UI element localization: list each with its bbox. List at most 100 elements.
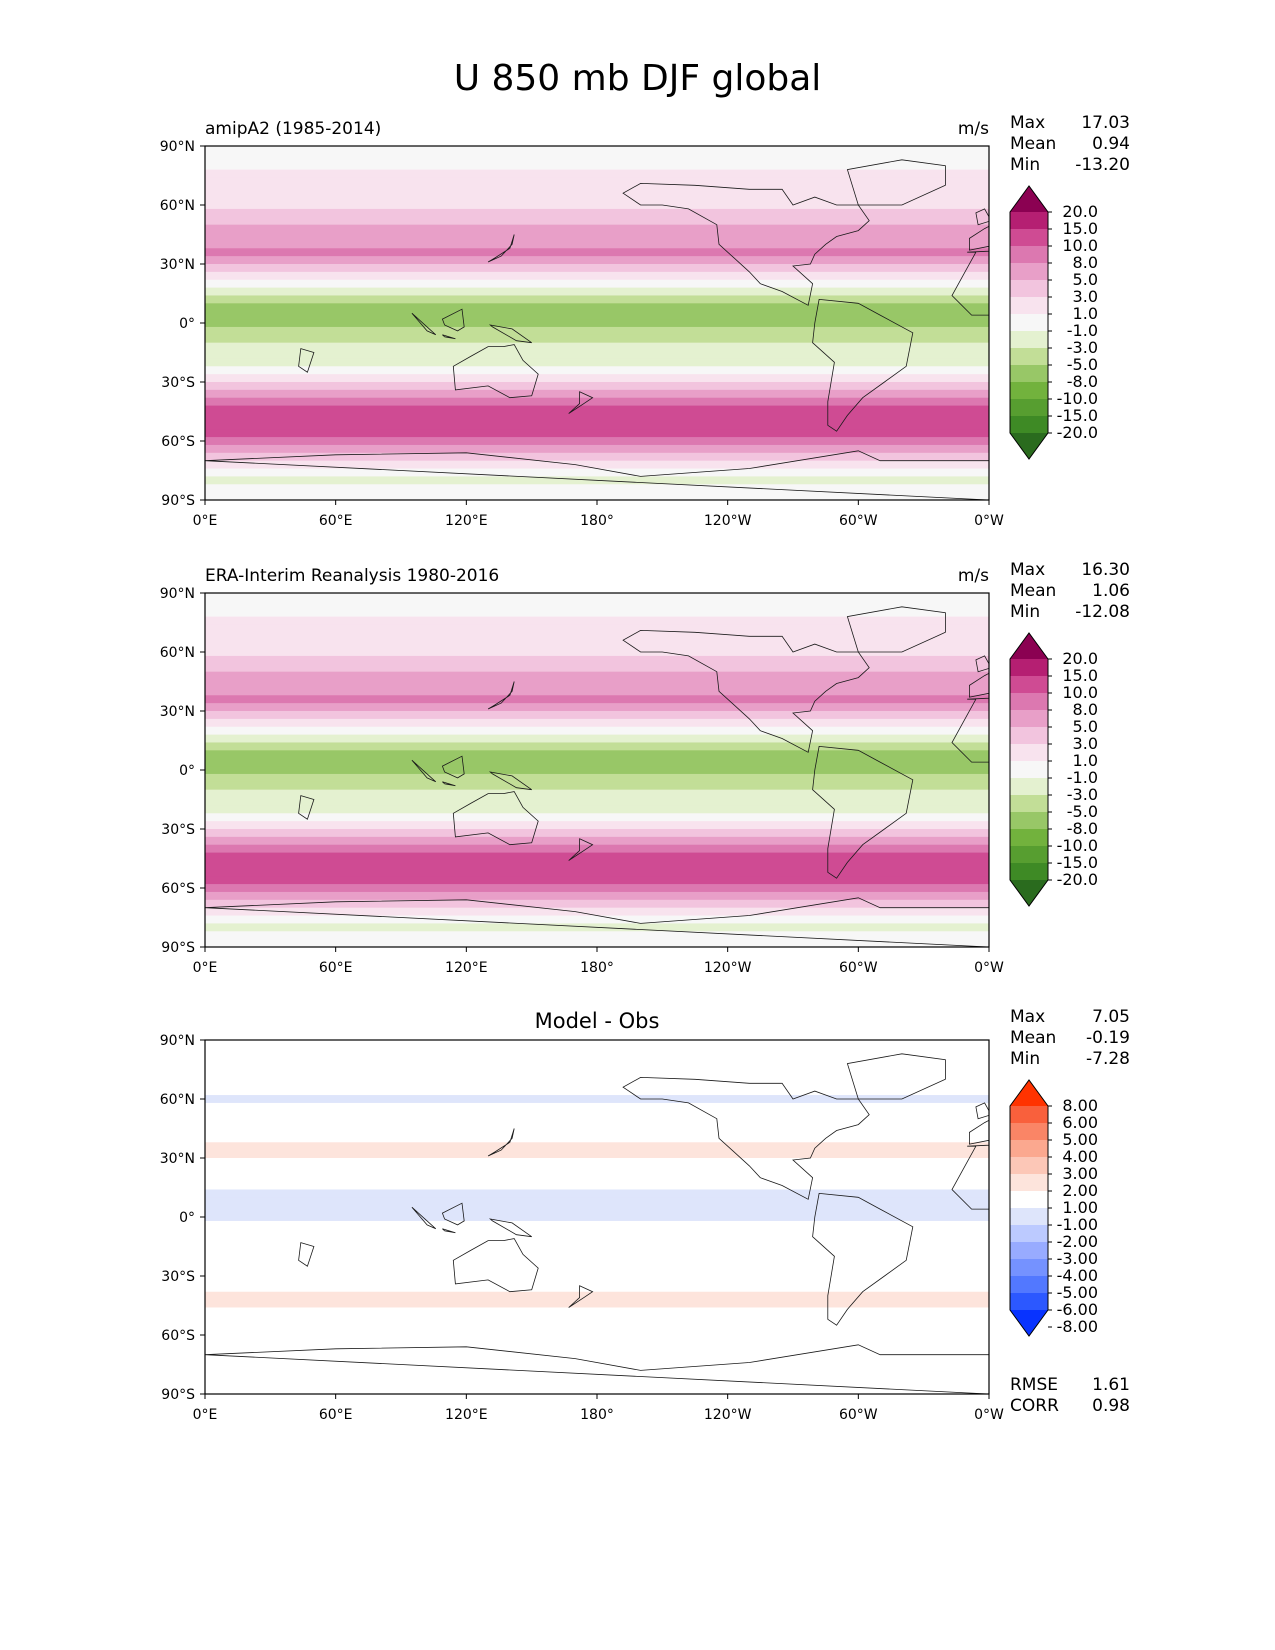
- y-tick-label: 30°N: [160, 257, 195, 273]
- field-band: [205, 1378, 989, 1387]
- field-band: [205, 939, 989, 948]
- colorbar: 20.015.010.08.05.03.01.0-1.0-3.0-5.0-8.0…: [1009, 632, 1098, 907]
- field-band: [205, 1291, 989, 1301]
- field-band: [205, 303, 989, 312]
- colorbar-extend-top: [1010, 1080, 1048, 1106]
- x-tick-label: 180°: [580, 1407, 614, 1423]
- coastline: [846, 159, 946, 206]
- coastlines: [205, 1053, 989, 1394]
- field-band: [205, 185, 989, 194]
- field-band: [205, 397, 989, 407]
- x-tick-label: 0°E: [193, 1407, 218, 1423]
- coastline: [205, 897, 989, 947]
- field-band: [205, 1331, 989, 1340]
- field-band: [205, 829, 989, 838]
- field-band: [205, 1244, 989, 1253]
- coastline: [975, 208, 989, 226]
- x-tick-label: 120°E: [445, 960, 488, 976]
- field-band: [205, 374, 989, 383]
- coastline: [487, 681, 515, 710]
- field-band: [205, 640, 989, 649]
- coastline: [488, 771, 532, 791]
- field-band: [205, 931, 989, 940]
- colorbar-tick-label: 15.0: [1062, 666, 1098, 685]
- colorbar-tick-label: -20.0: [1057, 870, 1098, 889]
- coastline: [488, 1218, 532, 1238]
- stat-value: 1.06: [1092, 581, 1130, 601]
- field-band: [205, 884, 989, 893]
- field-band: [205, 429, 989, 438]
- field-band: [205, 813, 989, 822]
- colorbar-tick-label: 8.0: [1073, 700, 1098, 719]
- field-band: [205, 1315, 989, 1324]
- field-band: [205, 1323, 989, 1332]
- field-band: [205, 177, 989, 186]
- colorbar-segment: [1010, 744, 1048, 762]
- colorbar-tick-label: -15.0: [1057, 853, 1098, 872]
- y-tick-label: 0°: [179, 763, 195, 779]
- field-band: [205, 1386, 989, 1395]
- coastline: [441, 755, 465, 779]
- coastline: [411, 312, 437, 336]
- map-panel-3: 90°N 60°N 30°N 0° 30°S 60°S 90°S 0°E 60°E 120°E 18…: [160, 1007, 1130, 1423]
- field-band: [205, 1276, 989, 1285]
- colorbar-extend-top: [1010, 633, 1048, 659]
- colorbar-segment: [1010, 212, 1048, 230]
- field-band: [205, 153, 989, 163]
- field-band: [205, 624, 989, 633]
- colorbar-tick-label: -8.0: [1067, 819, 1098, 838]
- field-band: [205, 648, 989, 657]
- colorbar-segment: [1010, 399, 1048, 417]
- colorbar-tick-label: -20.0: [1057, 423, 1098, 442]
- x-tick-label: 60°W: [839, 1407, 878, 1423]
- colorbar-segment: [1010, 331, 1048, 349]
- field-band: [205, 350, 989, 359]
- coastline: [812, 298, 914, 432]
- colorbar-extend-bottom: [1010, 1310, 1048, 1336]
- coastline: [205, 1344, 989, 1394]
- colorbar-segment: [1010, 229, 1048, 247]
- field-band: [205, 1047, 989, 1057]
- colorbar-tick-label: 15.0: [1062, 219, 1098, 238]
- field-band: [205, 1354, 989, 1364]
- field-band: [205, 1110, 989, 1120]
- colorbar-extend-bottom: [1010, 433, 1048, 459]
- footer-stat-value: 0.98: [1092, 1396, 1130, 1416]
- colorbar-tick-label: 5.0: [1073, 270, 1098, 289]
- field-band: [205, 1181, 989, 1191]
- coastline: [812, 1192, 914, 1326]
- field-band: [205, 1173, 989, 1183]
- field-band: [205, 319, 989, 328]
- coastline: [441, 308, 465, 332]
- colorbar-tick-label: -2.00: [1057, 1232, 1098, 1251]
- y-tick-label: 60°N: [160, 645, 195, 661]
- coastline: [441, 1202, 465, 1226]
- colorbar-tick-label: -5.00: [1057, 1283, 1098, 1302]
- colorbar-segment: [1010, 812, 1048, 830]
- field-band: [205, 687, 989, 696]
- coastline: [951, 1144, 989, 1210]
- y-tick-label: 90°S: [161, 1387, 195, 1403]
- x-tick-label: 60°E: [319, 513, 353, 529]
- colorbar-tick-label: 1.0: [1073, 751, 1098, 770]
- field-band: [205, 342, 989, 352]
- field-band: [205, 718, 989, 728]
- x-tick-label: 60°E: [319, 1407, 353, 1423]
- map-panel-2: 90°N 60°N 30°N 0° 30°S 60°S 90°S 0°E 60°E 120°E 18…: [160, 560, 1130, 976]
- field-band: [205, 413, 989, 422]
- field-band: [205, 1283, 989, 1293]
- field-band: [205, 1165, 989, 1175]
- colorbar-segment: [1010, 314, 1048, 332]
- colorbar-tick-label: 5.0: [1073, 717, 1098, 736]
- stat-value: -12.08: [1075, 602, 1130, 622]
- field-band: [205, 484, 989, 493]
- field-band: [205, 444, 989, 454]
- field-band: [205, 1095, 989, 1104]
- stat-value: 7.05: [1092, 1007, 1130, 1027]
- y-tick-label: 90°S: [161, 940, 195, 956]
- field-band: [205, 1189, 989, 1198]
- y-tick-label: 90°N: [160, 1033, 195, 1049]
- colorbar-segment: [1010, 1208, 1048, 1226]
- stat-value: 16.30: [1081, 560, 1130, 580]
- coastline: [951, 250, 989, 316]
